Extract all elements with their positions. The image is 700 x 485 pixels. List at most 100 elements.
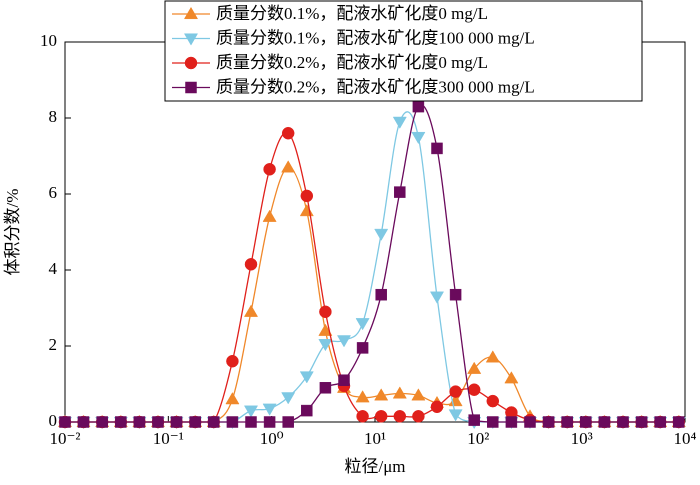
y-tick-label: 4	[49, 259, 58, 278]
marker	[392, 386, 407, 399]
marker	[243, 405, 259, 418]
marker	[338, 374, 350, 386]
series-line	[64, 131, 679, 423]
marker	[598, 416, 611, 428]
marker	[504, 371, 519, 384]
marker	[429, 291, 445, 304]
legend: 质量分数0.1%，配液水矿化度0 mg/L 质量分数0.1%，配液水矿化度100 …	[164, 0, 643, 102]
marker	[580, 416, 592, 428]
marker	[184, 56, 198, 70]
marker	[282, 416, 294, 428]
marker	[412, 410, 425, 423]
marker	[262, 209, 277, 222]
marker	[355, 390, 370, 403]
marker	[245, 416, 257, 428]
marker	[468, 414, 480, 426]
marker	[263, 416, 276, 428]
marker	[374, 410, 388, 423]
marker	[183, 6, 199, 20]
marker	[189, 416, 201, 428]
x-tick-label: 10¹	[364, 429, 386, 448]
x-tick-label: 10⁴	[674, 429, 697, 448]
marker	[411, 131, 426, 145]
marker	[281, 126, 295, 140]
marker	[300, 189, 314, 203]
y-tick-label: 6	[49, 183, 58, 202]
series-line	[64, 166, 679, 423]
y-tick-label: 0	[49, 411, 58, 430]
marker	[225, 392, 240, 405]
marker	[263, 163, 276, 176]
marker	[485, 350, 500, 363]
marker	[448, 409, 463, 422]
marker	[393, 410, 407, 423]
marker	[356, 342, 369, 354]
marker	[561, 416, 573, 428]
marker	[430, 400, 444, 414]
y-tick-label: 2	[49, 335, 58, 354]
marker	[318, 339, 333, 352]
marker	[431, 142, 443, 155]
marker	[77, 416, 90, 428]
marker	[356, 410, 369, 423]
marker	[394, 186, 406, 198]
x-tick-label: 10²	[467, 429, 489, 448]
marker	[467, 361, 482, 374]
series-line	[64, 111, 679, 423]
marker	[319, 382, 332, 394]
marker	[411, 388, 426, 401]
marker	[59, 416, 71, 428]
legend-box	[164, 0, 643, 102]
marker	[467, 383, 481, 396]
marker	[673, 416, 685, 428]
marker	[133, 416, 146, 428]
x-tick-label: 10⁰	[260, 429, 284, 448]
marker	[319, 305, 332, 319]
legend-label: 质量分数0.2%，配液水矿化度300 000 mg/L	[216, 77, 535, 96]
legend-label: 质量分数0.1%，配液水矿化度100 000 mg/L	[216, 28, 535, 47]
y-tick-label: 10	[40, 31, 57, 50]
marker	[635, 416, 648, 428]
marker	[449, 288, 462, 301]
marker	[392, 116, 407, 129]
marker	[152, 416, 164, 428]
marker	[412, 100, 425, 113]
marker	[355, 318, 370, 331]
marker	[262, 403, 277, 416]
marker	[505, 416, 518, 428]
x-tick-label: 10³	[571, 429, 593, 448]
marker	[654, 416, 666, 428]
marker	[281, 160, 296, 173]
marker	[170, 416, 183, 428]
x-tick-label: 10⁻²	[49, 429, 80, 448]
marker	[244, 258, 258, 271]
marker	[226, 354, 239, 368]
marker	[486, 394, 500, 408]
marker	[449, 385, 462, 398]
marker	[374, 228, 389, 241]
marker	[542, 416, 555, 428]
marker	[207, 416, 220, 428]
marker	[487, 416, 499, 428]
marker	[336, 335, 352, 348]
marker	[183, 33, 199, 46]
x-tick-label: 10⁻¹	[153, 429, 184, 448]
legend-label: 质量分数0.2%，配液水矿化度0 mg/L	[216, 53, 488, 72]
y-axis-label: 体积分数/%	[3, 189, 22, 276]
marker	[299, 371, 314, 384]
marker	[375, 288, 387, 301]
marker	[96, 416, 108, 428]
marker	[226, 416, 239, 428]
marker	[617, 416, 629, 428]
legend-label: 质量分数0.1%，配液水矿化度0 mg/L	[216, 4, 488, 23]
marker	[299, 204, 314, 217]
marker	[115, 416, 127, 428]
x-axis-label: 粒径/μm	[344, 457, 405, 476]
marker	[243, 304, 259, 317]
marker	[524, 416, 536, 428]
marker	[281, 392, 296, 405]
marker	[374, 388, 389, 401]
y-tick-label: 8	[49, 107, 58, 126]
marker	[185, 81, 197, 94]
